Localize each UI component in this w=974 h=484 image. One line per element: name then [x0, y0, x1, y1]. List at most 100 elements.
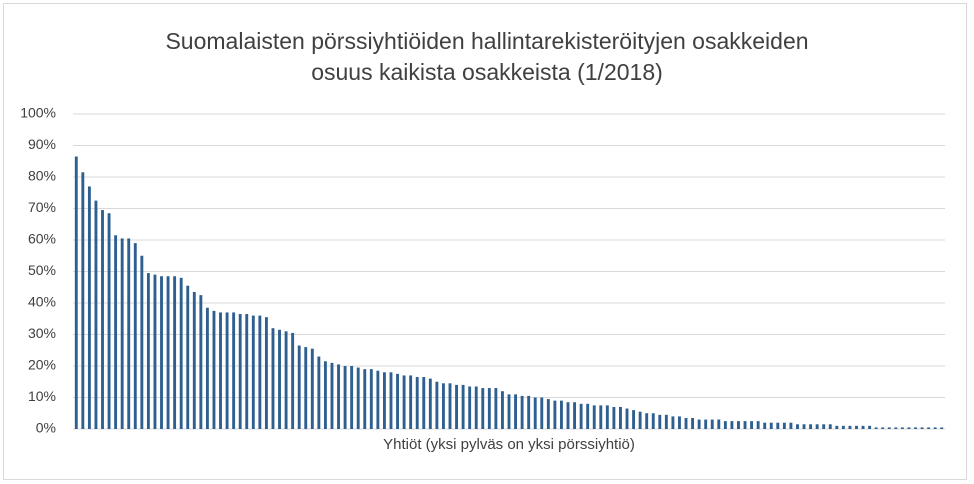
bar [494, 388, 498, 429]
y-tick-label: 90% [28, 136, 56, 152]
bar [874, 427, 878, 429]
bar [822, 424, 826, 429]
chart-title: Suomalaisten pörssiyhtiöiden hallintarek… [165, 28, 808, 54]
bar [507, 394, 511, 429]
bar [835, 425, 839, 429]
bar [428, 378, 432, 429]
bar [382, 372, 386, 429]
bar [153, 274, 157, 429]
bar [645, 413, 649, 429]
bar [212, 310, 216, 429]
bar [586, 403, 590, 429]
bar [809, 424, 813, 429]
bar [625, 408, 629, 429]
bar [369, 369, 373, 429]
bar [245, 314, 249, 429]
chart-title: osuus kaikista osakkeista (1/2018) [311, 59, 663, 85]
bar [114, 235, 118, 429]
bar [540, 397, 544, 429]
bar [166, 276, 170, 429]
bar [664, 414, 668, 429]
bar [186, 285, 190, 429]
bar [881, 427, 885, 429]
bar [310, 348, 314, 429]
bar [468, 386, 472, 429]
bar [481, 388, 485, 429]
x-axis-title: Yhtiöt (yksi pylväs on yksi pörssiyhtiö) [383, 436, 635, 453]
bar [330, 362, 334, 429]
bar [415, 377, 419, 429]
bar [612, 406, 616, 429]
bar [638, 411, 642, 429]
bar [87, 186, 91, 429]
bar [251, 315, 255, 429]
bar [560, 400, 563, 429]
chart-frame [3, 3, 967, 480]
bar [514, 394, 517, 429]
bar [855, 425, 858, 429]
bar [278, 329, 281, 429]
bar [396, 373, 399, 429]
bar [448, 383, 452, 429]
y-tick-label: 50% [28, 262, 56, 278]
bar [743, 421, 747, 429]
bar [769, 422, 773, 429]
bar [723, 421, 727, 429]
bar [907, 427, 911, 429]
bar [894, 427, 898, 429]
y-tick-label: 100% [20, 105, 56, 121]
bar [127, 238, 131, 429]
bar [389, 372, 393, 429]
bar [737, 421, 740, 429]
y-tick-label: 0% [36, 420, 56, 436]
bar [527, 395, 531, 429]
bar [461, 384, 465, 429]
bar [146, 273, 150, 429]
bar [802, 424, 806, 429]
bar [756, 421, 760, 429]
bar [579, 403, 583, 429]
bar [651, 413, 655, 429]
bar [81, 172, 85, 429]
y-tick-label: 10% [28, 388, 56, 404]
bar [74, 156, 78, 429]
bar [887, 427, 891, 429]
bar [264, 317, 268, 429]
bar [205, 307, 209, 429]
bar [501, 391, 504, 429]
bar [258, 315, 262, 429]
y-tick-label: 80% [28, 168, 56, 184]
y-tick-label: 60% [28, 231, 56, 247]
bar [750, 421, 754, 429]
bar [730, 421, 734, 429]
bar [402, 375, 406, 429]
bar [317, 356, 321, 429]
y-tick-label: 30% [28, 325, 56, 341]
bar [868, 425, 872, 429]
bar [133, 243, 137, 429]
bar [789, 422, 793, 429]
bar [179, 277, 183, 429]
bar [841, 425, 845, 429]
bar [350, 366, 354, 429]
bar [140, 255, 144, 429]
bar [232, 312, 236, 429]
bar [900, 427, 904, 429]
bar [782, 422, 786, 429]
bar [376, 370, 380, 429]
bar [219, 312, 222, 429]
bar [192, 291, 196, 429]
bar [861, 425, 865, 429]
bar [678, 416, 681, 429]
y-tick-label: 70% [28, 199, 56, 215]
bar [828, 424, 832, 429]
bar [199, 295, 203, 429]
bar [566, 402, 570, 429]
bar [697, 419, 701, 429]
bar [848, 425, 852, 429]
bar [94, 200, 98, 429]
bar [435, 381, 439, 429]
bar [474, 386, 478, 429]
bar [710, 419, 714, 429]
